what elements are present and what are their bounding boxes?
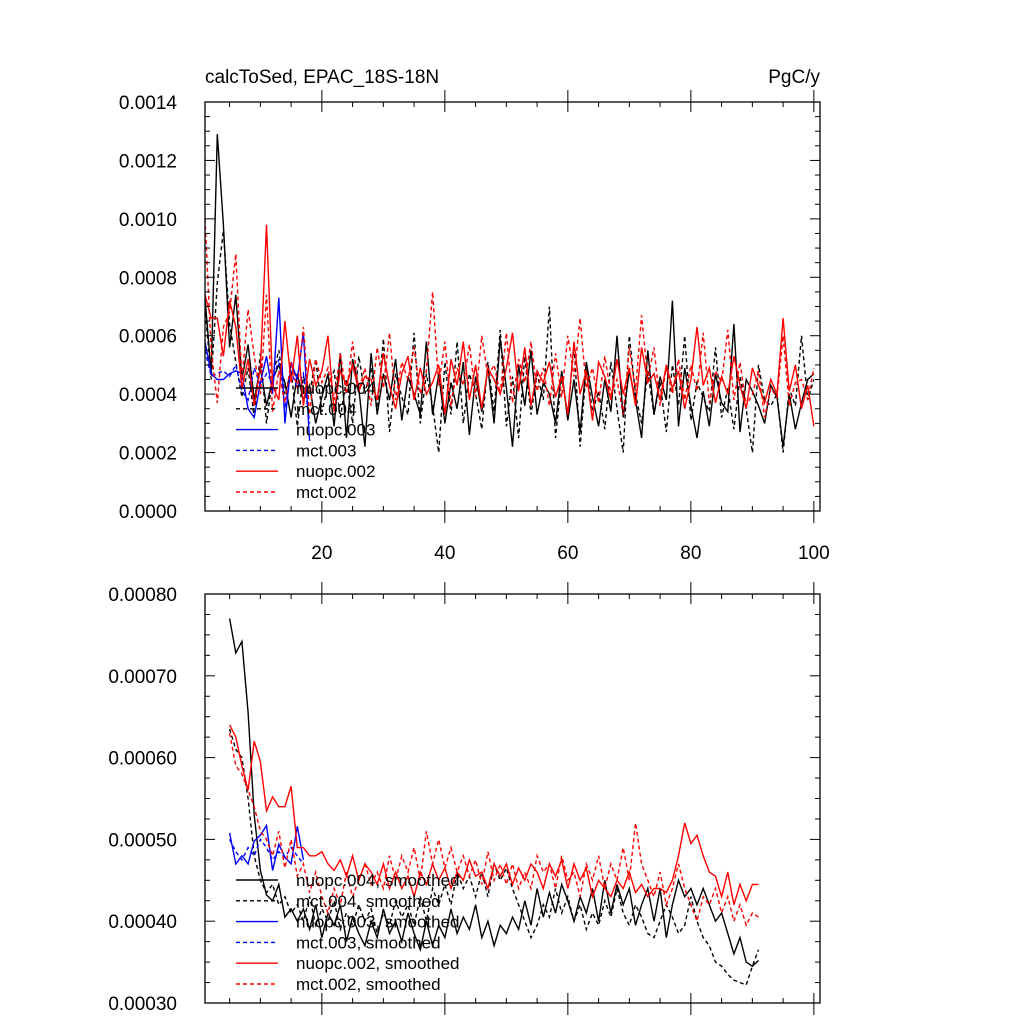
legend-label: nuopc.002 [296, 462, 375, 481]
top-panel: calcToSed, EPAC_18S-18N PgC/y 0.00000.00… [119, 67, 830, 564]
legend-label: nuopc.003, smoothed [296, 913, 460, 932]
series-line-mct-003-smoothed [228, 837, 304, 865]
y-tick-label: 0.0002 [119, 444, 177, 465]
chart-title: calcToSed, EPAC_18S-18N [205, 67, 439, 88]
y-tick-label: 0.0008 [119, 268, 177, 289]
legend-label: mct.003 [296, 441, 356, 460]
series-line-mct-002 [205, 218, 815, 418]
x-tick-label: 40 [434, 543, 455, 564]
x-tick-label: 20 [311, 543, 332, 564]
y-tick-label: 0.0012 [119, 151, 177, 172]
legend: nuopc.004, smoothed mct.004, smoothed nuop… [236, 871, 460, 994]
series-line-nuopc-003-smoothed [228, 823, 305, 871]
x-tick-label: 100 [798, 543, 830, 564]
series-line-nuopc-002 [205, 224, 815, 427]
legend-label: mct.002 [296, 483, 356, 502]
series-line-nuopc-004-smoothed [228, 618, 759, 968]
legend-label: nuopc.002, smoothed [296, 954, 460, 973]
series-line-mct-002-smoothed [228, 732, 759, 928]
series-line-nuopc-002-smoothed [228, 724, 759, 906]
y-tick-label: 0.00050 [108, 830, 177, 851]
legend-label: nuopc.003 [296, 421, 375, 440]
legend-label: mct.004 [296, 400, 356, 419]
bottom-plot-area: 0.00030 0.00040 0.00050 0.00060 0.00070 0.000… [108, 582, 821, 1015]
y-tick-label: 0.0010 [119, 210, 177, 231]
x-tick-label: 80 [680, 543, 701, 564]
bottom-panel: 0.00030 0.00040 0.00050 0.00060 0.00070 0.000… [108, 582, 821, 1015]
legend-label: nuopc.004, smoothed [296, 871, 460, 890]
top-plot-area: 0.0000 0.0002 0.0004 0.0006 0.0008 0.0010 0.00… [119, 90, 830, 564]
y-tick-label: 0.00060 [108, 749, 177, 770]
y-tick-label: 0.00030 [108, 994, 177, 1015]
chart-units: PgC/y [768, 67, 820, 88]
series-line-mct-003 [205, 350, 311, 424]
legend-label: mct.002, smoothed [296, 975, 441, 994]
y-tick-label: 0.00040 [108, 912, 177, 933]
y-tick-label: 0.0006 [119, 327, 177, 348]
y-tick-label: 0.0014 [119, 93, 178, 114]
series-group [228, 618, 760, 986]
y-tick-label: 0.0004 [119, 385, 178, 406]
y-tick-label: 0.00070 [108, 667, 177, 688]
legend-label: mct.004, smoothed [296, 892, 441, 911]
y-tick-label: 0.00080 [108, 585, 177, 606]
legend-label: nuopc.004 [296, 379, 375, 398]
x-tick-label: 60 [557, 543, 578, 564]
legend-label: mct.003, smoothed [296, 933, 441, 952]
y-tick-label: 0.0000 [119, 502, 177, 523]
series-group [205, 134, 815, 453]
